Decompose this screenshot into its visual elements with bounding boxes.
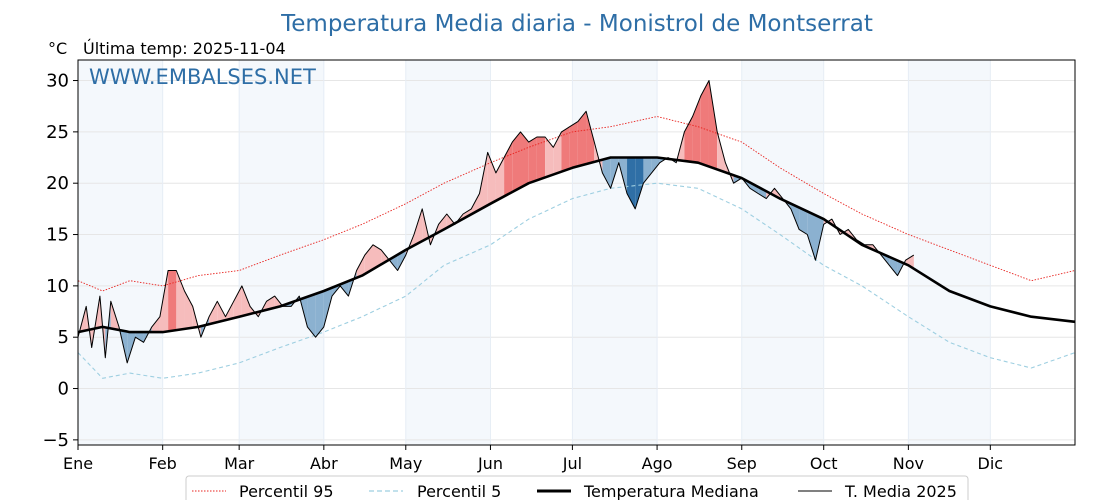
x-tick-label: Ago	[642, 454, 673, 473]
month-band	[741, 60, 824, 445]
warm-anomaly-fill	[241, 285, 251, 316]
y-tick-label: 25	[46, 122, 69, 143]
warm-anomaly-fill	[700, 80, 709, 167]
warm-anomaly-fill	[569, 121, 578, 169]
x-tick-label: May	[389, 454, 422, 473]
cold-anomaly-fill	[799, 207, 808, 235]
warm-anomaly-fill	[233, 285, 242, 319]
warm-anomaly-fill	[356, 255, 365, 278]
x-tick-label: Jun	[477, 454, 503, 473]
legend: Percentil 95 Percentil 5 Temperatura Med…	[185, 475, 969, 500]
x-tick-label: Dic	[978, 454, 1004, 473]
month-band	[239, 60, 324, 445]
chart-title: Temperatura Media diaria - Monistrol de …	[280, 11, 873, 37]
warm-anomaly-fill	[413, 208, 423, 246]
warm-anomaly-fill	[176, 270, 185, 331]
x-axis: Ene Feb Mar Abr May Jun Jul Ago Sep Oct Nov Dic	[63, 445, 1003, 473]
warm-anomaly-fill	[471, 193, 480, 215]
watermark-text: WWW.EMBALSES.NET	[89, 65, 316, 89]
warm-anomaly-fill	[209, 301, 218, 325]
warm-anomaly-fill	[905, 255, 914, 269]
cold-anomaly-fill	[758, 186, 767, 199]
legend-label-actual: T. Media 2025	[844, 482, 957, 500]
series-line-p95	[77, 116, 1076, 292]
cold-anomaly-fill	[397, 249, 406, 271]
warm-anomaly-fill	[168, 270, 177, 332]
legend-label-p95: Percentil 95	[239, 482, 334, 500]
cold-anomaly-fill	[627, 157, 636, 209]
y-tick-label: 0	[58, 379, 69, 400]
y-tick-label: −5	[42, 430, 69, 451]
warm-anomaly-fill	[184, 291, 193, 329]
y-tick-label: 20	[46, 173, 69, 194]
warm-anomaly-fill	[684, 116, 693, 162]
series-lines	[77, 80, 1076, 379]
warm-anomaly-fill	[692, 95, 701, 164]
warm-anomaly-fill	[151, 316, 160, 333]
series-line-p5	[77, 182, 1076, 379]
x-tick-label: Feb	[149, 454, 177, 473]
month-band	[405, 60, 491, 445]
warm-anomaly-fill	[553, 131, 562, 175]
warm-anomaly-fill	[528, 137, 537, 184]
y-tick-label: 30	[46, 71, 69, 92]
legend-item-median: Temperatura Mediana	[537, 482, 759, 500]
month-band	[908, 60, 991, 445]
month-band	[78, 60, 163, 445]
x-tick-label: Mar	[224, 454, 255, 473]
x-tick-label: Oct	[810, 454, 838, 473]
x-tick-label: Nov	[893, 454, 924, 473]
cold-anomaly-fill	[315, 291, 324, 338]
legend-label-median: Temperatura Mediana	[583, 482, 759, 500]
cold-anomaly-fill	[307, 293, 316, 338]
cold-anomaly-fill	[807, 211, 816, 261]
cold-anomaly-fill	[643, 157, 652, 184]
warm-anomaly-fill	[504, 142, 513, 197]
legend-label-p5: Percentil 5	[417, 482, 501, 500]
warm-anomaly-fill	[577, 111, 587, 167]
last-temp-subtitle: Última temp: 2025-11-04	[83, 39, 286, 58]
month-bands	[78, 60, 991, 445]
y-tick-label: 5	[58, 327, 69, 348]
warm-anomaly-fill	[536, 137, 546, 181]
warm-anomaly-fill	[717, 131, 726, 173]
cold-anomaly-fill	[323, 287, 333, 327]
cold-anomaly-fill	[635, 157, 644, 209]
unit-label: °C	[48, 39, 67, 58]
cold-anomaly-fill	[651, 157, 660, 173]
warm-anomaly-fill	[545, 137, 554, 178]
y-axis: −5 0 5 10 15 20 25 30	[42, 71, 78, 451]
cold-anomaly-fill	[889, 256, 898, 276]
legend-item-p5: Percentil 5	[369, 482, 501, 500]
x-tick-label: Ene	[63, 454, 93, 473]
warm-anomaly-fill	[373, 244, 382, 270]
warm-anomaly-fill	[487, 152, 496, 206]
warm-anomaly-fill	[479, 152, 488, 210]
warm-anomaly-fill	[217, 301, 226, 323]
warm-anomaly-fill	[512, 131, 521, 192]
warm-anomaly-fill	[561, 126, 570, 172]
warm-anomaly-fill	[159, 270, 169, 333]
cold-anomaly-fill	[602, 157, 611, 189]
series-line-actual	[77, 80, 915, 364]
cold-anomaly-fill	[135, 332, 144, 343]
warm-anomaly-fill	[495, 157, 505, 201]
x-tick-label: Abr	[310, 454, 338, 473]
y-tick-label: 15	[46, 225, 69, 246]
warm-anomaly-fill	[586, 111, 595, 165]
warm-anomaly-fill	[708, 80, 718, 170]
x-tick-label: Sep	[727, 454, 757, 473]
cold-anomaly-fill	[749, 182, 759, 194]
series-line-median	[77, 156, 1076, 334]
y-tick-label: 10	[46, 276, 69, 297]
x-tick-label: Jul	[562, 454, 582, 473]
warm-anomaly-fill	[266, 296, 275, 310]
legend-item-p95: Percentil 95	[192, 482, 334, 500]
warm-anomaly-fill	[364, 244, 374, 274]
legend-box	[185, 475, 969, 500]
legend-item-actual: T. Media 2025	[798, 482, 957, 500]
warm-anomaly-fill	[520, 131, 529, 188]
plot-frame	[77, 59, 1076, 446]
